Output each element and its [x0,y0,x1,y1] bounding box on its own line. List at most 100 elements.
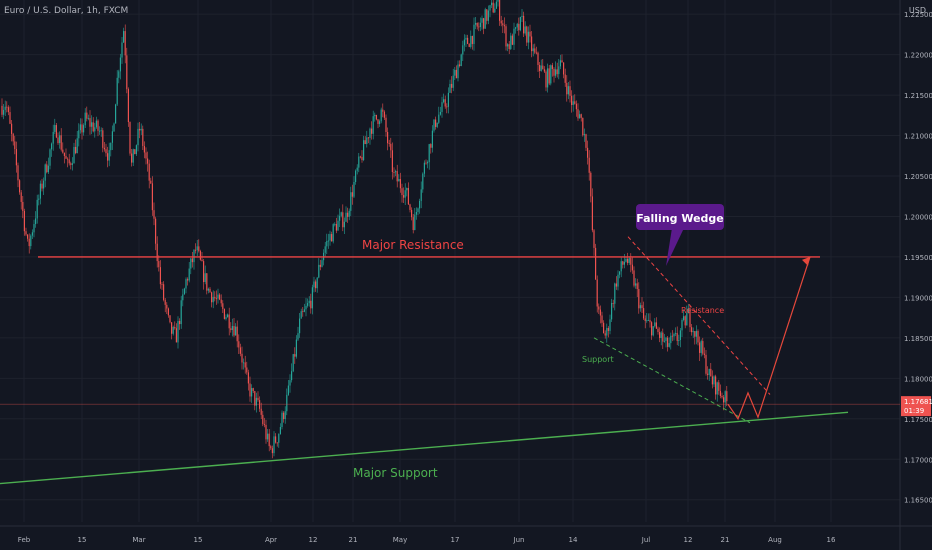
candle-body [697,331,699,343]
candle-body [356,167,358,171]
candle-body [468,43,470,47]
candle-body [207,288,209,291]
candle-body [411,209,413,218]
candle-body [355,170,357,182]
candle-body [308,300,310,304]
candle-body [231,326,233,330]
candle-body [366,137,368,145]
candle-body [459,64,461,67]
candle-body [55,125,57,138]
candle-body [497,0,499,2]
candle-body [489,5,491,11]
candle-body [81,124,83,133]
candle-body [684,316,686,326]
candle-body [36,199,38,219]
candle-body [78,130,80,139]
major-resistance-label: Major Resistance [362,238,464,252]
candle-body [324,246,326,253]
candle-body [662,332,664,342]
wedge-support-label: Support [582,355,614,364]
candle-body [724,391,726,403]
candle-body [286,394,288,412]
candle-body [142,128,144,147]
candle-body [660,332,662,338]
candle-body [319,264,321,267]
candle-body [508,44,510,50]
candle-body [542,65,544,70]
candle-body [209,288,211,293]
candle-body [467,37,469,44]
candle-body [251,388,253,397]
candle-body [303,309,305,312]
candle-body [113,123,115,132]
candle-body [377,119,379,124]
candle-body [441,102,443,112]
candle-body [663,340,665,342]
candle-body [687,308,689,314]
candle-body [577,109,579,119]
candle-body [28,238,30,247]
callout-pointer [666,228,684,266]
candle-body [499,0,501,21]
candle-body [180,300,182,325]
candle-body [326,240,328,247]
candle-body [483,18,485,29]
candle-body [94,127,96,132]
candle-body [174,327,176,329]
candle-body [102,130,104,148]
candle-body [316,277,318,289]
candle-body [332,224,334,242]
candle-body [150,180,152,184]
candle-body [476,22,478,27]
candle-body [401,188,403,196]
candle-body [519,16,521,31]
y-tick-label: 1.18000 [904,375,932,383]
candle-body [233,326,235,336]
candle-body [695,331,697,337]
y-tick-label: 1.16500 [904,497,932,505]
candle-body [553,68,555,76]
candle-body [363,140,365,161]
candle-body [678,340,680,341]
candle-body [119,57,121,72]
candle-body [123,31,125,43]
candle-body [15,149,17,166]
candle-body [335,224,337,231]
candle-body [726,391,728,402]
candle-body [225,317,227,319]
candle-body [531,36,533,52]
candle-body [415,211,417,215]
candle-body [579,114,581,119]
wedge-resistance-line [627,236,771,395]
candle-body [532,48,534,52]
y-tick-label: 1.19500 [904,254,932,262]
candle-body [348,210,350,217]
candle-body [615,283,617,287]
candle-body [220,299,222,304]
candle-body [443,99,445,103]
candle-body [505,26,507,47]
candle-body [435,119,437,127]
candle-body [591,196,593,231]
candle-body [425,162,427,164]
candle-body [166,304,168,309]
candle-body [292,354,294,372]
candle-body [278,433,280,443]
candle-body [683,316,685,320]
candle-body [639,305,641,309]
candle-body [438,114,440,123]
x-tick-label: 21 [721,536,730,544]
candle-body [236,326,238,342]
candle-body [603,322,605,334]
candle-body [172,327,174,334]
candle-body [587,147,589,158]
candle-body [569,86,571,96]
candle-body [1,105,3,115]
candle-body [270,446,272,449]
candle-body [201,259,203,262]
candle-body [51,143,53,150]
candle-body [148,163,150,181]
y-tick-label: 1.17000 [904,456,932,464]
